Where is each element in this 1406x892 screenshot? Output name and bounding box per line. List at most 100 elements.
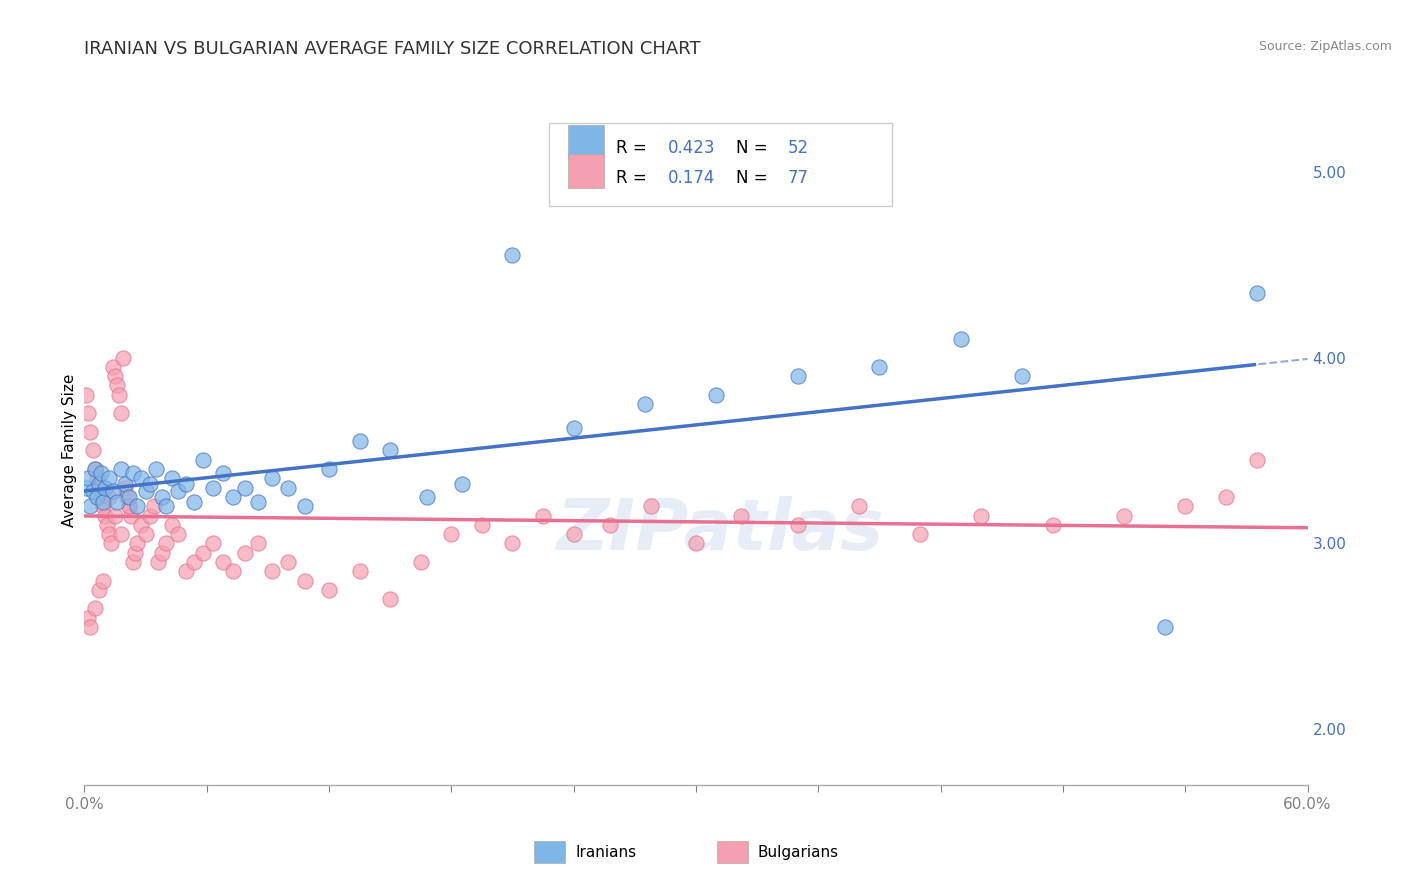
- Point: [100, 536, 122, 550]
- Point: [75, 387, 97, 401]
- Point: [118, 490, 141, 504]
- Point: [120, 508, 142, 523]
- Point: [869, 359, 891, 374]
- Point: [86, 471, 108, 485]
- Point: [138, 508, 160, 523]
- Text: Iranians: Iranians: [575, 846, 636, 860]
- Point: [176, 564, 198, 578]
- Point: [235, 481, 257, 495]
- Point: [97, 527, 120, 541]
- FancyBboxPatch shape: [568, 125, 605, 158]
- Point: [246, 536, 269, 550]
- Point: [87, 481, 110, 495]
- Point: [105, 378, 128, 392]
- Point: [318, 462, 340, 476]
- Text: 0.423: 0.423: [668, 139, 716, 157]
- Point: [77, 471, 100, 485]
- Point: [787, 369, 810, 384]
- Point: [160, 471, 183, 485]
- FancyBboxPatch shape: [568, 154, 605, 187]
- Point: [93, 508, 117, 523]
- Point: [685, 536, 707, 550]
- Point: [260, 471, 283, 485]
- Point: [79, 620, 101, 634]
- Point: [83, 462, 105, 476]
- Point: [1246, 285, 1268, 300]
- Point: [127, 536, 149, 550]
- Text: 52: 52: [787, 139, 808, 157]
- Point: [138, 476, 160, 491]
- Point: [294, 499, 316, 513]
- Point: [108, 387, 131, 401]
- Point: [79, 425, 101, 439]
- Point: [970, 508, 993, 523]
- Text: 77: 77: [787, 169, 808, 186]
- Point: [222, 490, 245, 504]
- Point: [634, 397, 657, 411]
- Text: ZIPatlas: ZIPatlas: [557, 496, 884, 566]
- Text: Source: ZipAtlas.com: Source: ZipAtlas.com: [1258, 40, 1392, 54]
- Text: N =: N =: [737, 139, 773, 157]
- Point: [562, 421, 585, 435]
- Point: [77, 611, 100, 625]
- Text: Bulgarians: Bulgarians: [758, 846, 839, 860]
- Point: [950, 332, 973, 346]
- Point: [191, 546, 214, 560]
- Point: [212, 466, 235, 480]
- Point: [90, 466, 112, 480]
- Point: [848, 499, 870, 513]
- Point: [124, 546, 146, 560]
- Point: [135, 484, 157, 499]
- Point: [142, 499, 165, 513]
- Point: [122, 466, 145, 480]
- Point: [183, 555, 205, 569]
- Point: [502, 248, 524, 262]
- Point: [640, 499, 662, 513]
- Point: [380, 592, 402, 607]
- Point: [146, 555, 169, 569]
- Point: [91, 574, 114, 588]
- Point: [212, 555, 235, 569]
- Point: [97, 490, 120, 504]
- Point: [77, 406, 100, 420]
- Point: [150, 546, 173, 560]
- Point: [167, 484, 190, 499]
- Point: [90, 490, 112, 504]
- Point: [79, 499, 101, 513]
- Point: [155, 499, 177, 513]
- Y-axis label: Average Family Size: Average Family Size: [62, 374, 77, 527]
- Point: [115, 490, 138, 504]
- Point: [83, 462, 105, 476]
- Point: [110, 527, 132, 541]
- Point: [87, 582, 110, 597]
- Point: [562, 527, 585, 541]
- Point: [235, 546, 257, 560]
- Text: R =: R =: [616, 139, 652, 157]
- Point: [110, 406, 132, 420]
- Point: [277, 481, 299, 495]
- Point: [910, 527, 932, 541]
- Point: [118, 499, 141, 513]
- Text: IRANIAN VS BULGARIAN AVERAGE FAMILY SIZE CORRELATION CHART: IRANIAN VS BULGARIAN AVERAGE FAMILY SIZE…: [84, 40, 702, 58]
- Point: [1042, 517, 1064, 532]
- Point: [82, 443, 104, 458]
- Text: 0.174: 0.174: [668, 169, 716, 186]
- Point: [131, 471, 153, 485]
- Point: [82, 484, 104, 499]
- Point: [531, 508, 554, 523]
- Point: [101, 484, 124, 499]
- Point: [201, 481, 224, 495]
- Point: [349, 434, 371, 449]
- Point: [1246, 452, 1268, 467]
- Point: [114, 476, 136, 491]
- Point: [93, 481, 117, 495]
- Point: [450, 476, 472, 491]
- Point: [160, 517, 183, 532]
- Point: [97, 471, 120, 485]
- Text: R =: R =: [616, 169, 652, 186]
- Point: [101, 359, 124, 374]
- Point: [1215, 490, 1237, 504]
- Point: [114, 481, 136, 495]
- Point: [318, 582, 340, 597]
- Point: [1011, 369, 1033, 384]
